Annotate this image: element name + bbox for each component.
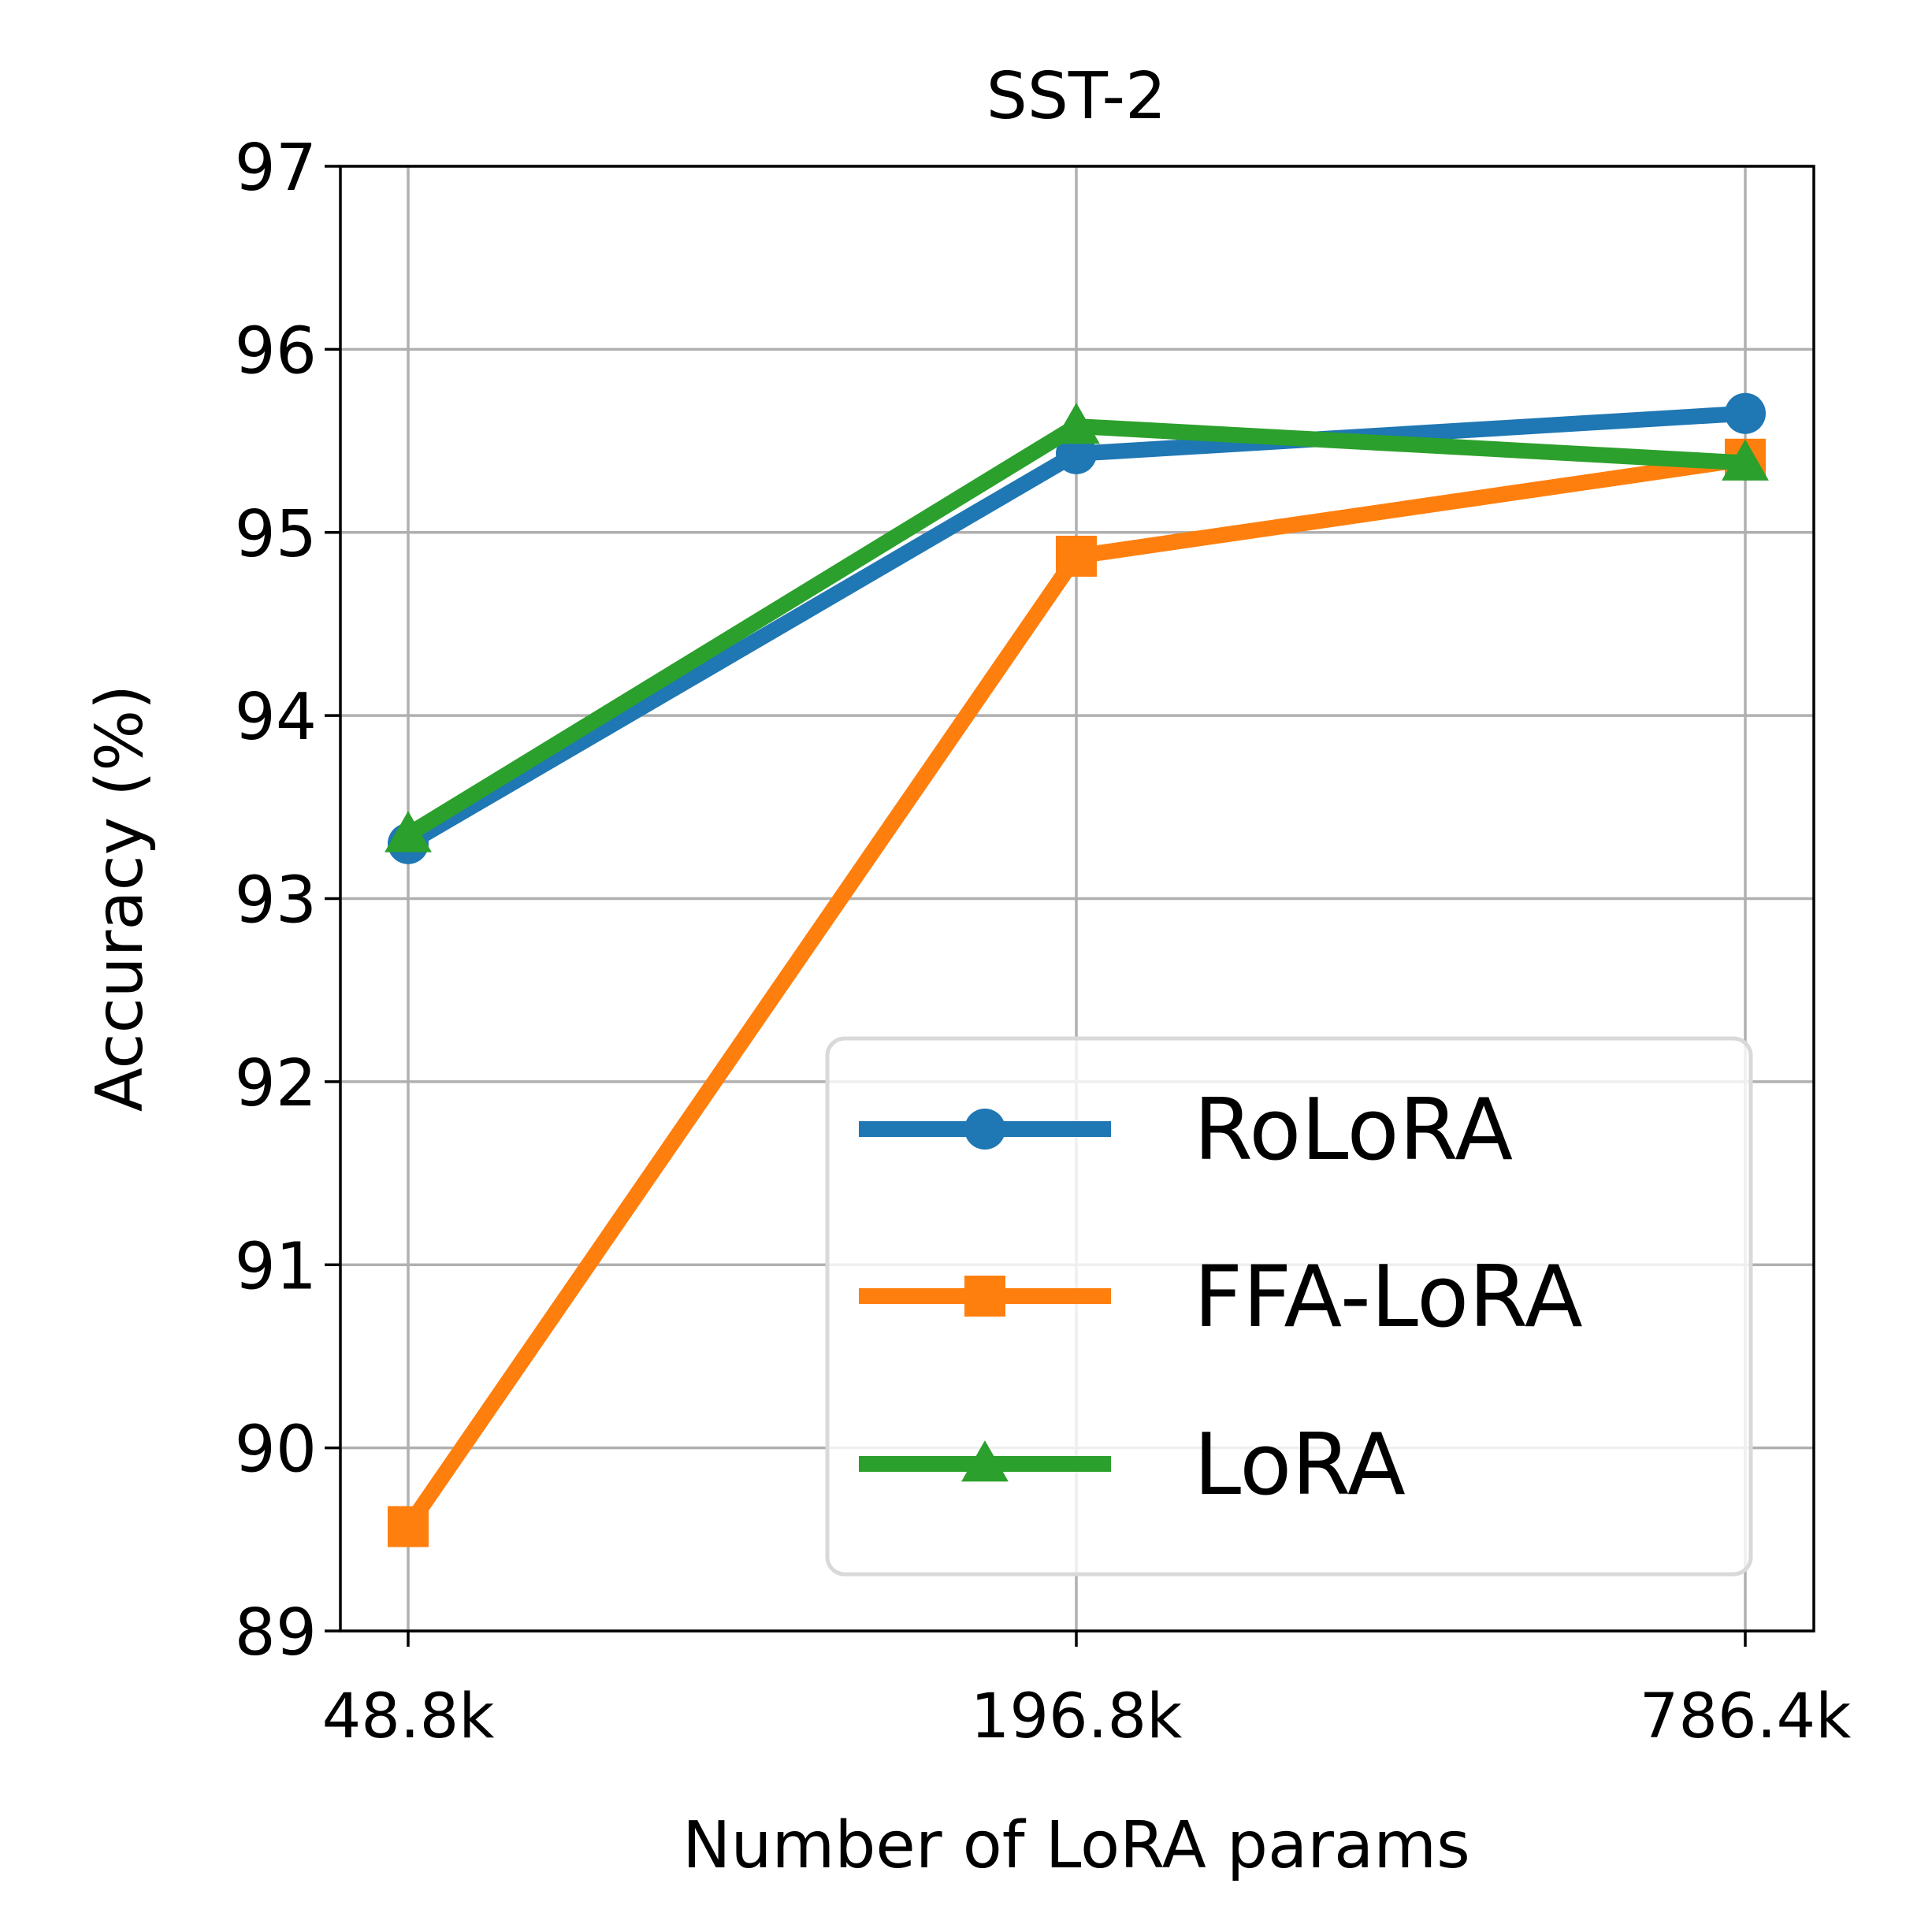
legend-box xyxy=(825,1036,1753,1577)
x-tick-label: 196.8k xyxy=(971,1681,1182,1752)
y-tick-label: 97 xyxy=(235,131,317,206)
y-tick-label: 93 xyxy=(235,864,317,938)
legend-swatch-marker xyxy=(964,1109,1005,1150)
lora-point xyxy=(1053,403,1100,444)
rolora-point xyxy=(1725,392,1766,434)
lora-point xyxy=(1722,439,1769,481)
ffa-lora-point xyxy=(1056,535,1097,577)
legend-label: FFA-LoRA xyxy=(1194,1248,1583,1347)
legend-item-ffa-lora: FFA-LoRA xyxy=(859,1248,1583,1347)
y-tick-label: 96 xyxy=(235,314,317,388)
x-tick-label: 786.4k xyxy=(1640,1681,1851,1752)
y-axis-label: Accuracy (%) xyxy=(83,685,158,1112)
y-tick-label: 92 xyxy=(235,1046,317,1121)
series-lora xyxy=(385,403,1769,853)
series xyxy=(385,392,1769,1547)
legend-label: RoLoRA xyxy=(1194,1081,1513,1179)
y-tick-label: 95 xyxy=(235,497,317,572)
x-tick-label: 48.8k xyxy=(322,1681,495,1752)
legend-swatch-marker xyxy=(964,1276,1005,1317)
y-tick-label: 91 xyxy=(235,1229,317,1304)
ticks: 89 90 91 92 93 94 95 96 97 48.8k 196.8k 786.4k xyxy=(235,131,1852,1752)
legend-item-lora: LoRA xyxy=(859,1416,1406,1514)
chart-title: SST-2 xyxy=(986,59,1166,134)
ffa-lora-point xyxy=(388,1506,429,1547)
x-axis-label: Number of LoRA params xyxy=(682,1808,1470,1883)
legend: RoLoRA FFA-LoRA LoRA xyxy=(825,1036,1753,1577)
legend-label: LoRA xyxy=(1194,1416,1406,1514)
legend-swatch-marker xyxy=(961,1440,1009,1482)
y-tick-label: 89 xyxy=(235,1596,317,1670)
legend-item-rolora: RoLoRA xyxy=(859,1081,1513,1179)
y-tick-label: 94 xyxy=(235,680,317,755)
y-tick-label: 90 xyxy=(235,1413,317,1488)
lora-point xyxy=(385,811,432,853)
